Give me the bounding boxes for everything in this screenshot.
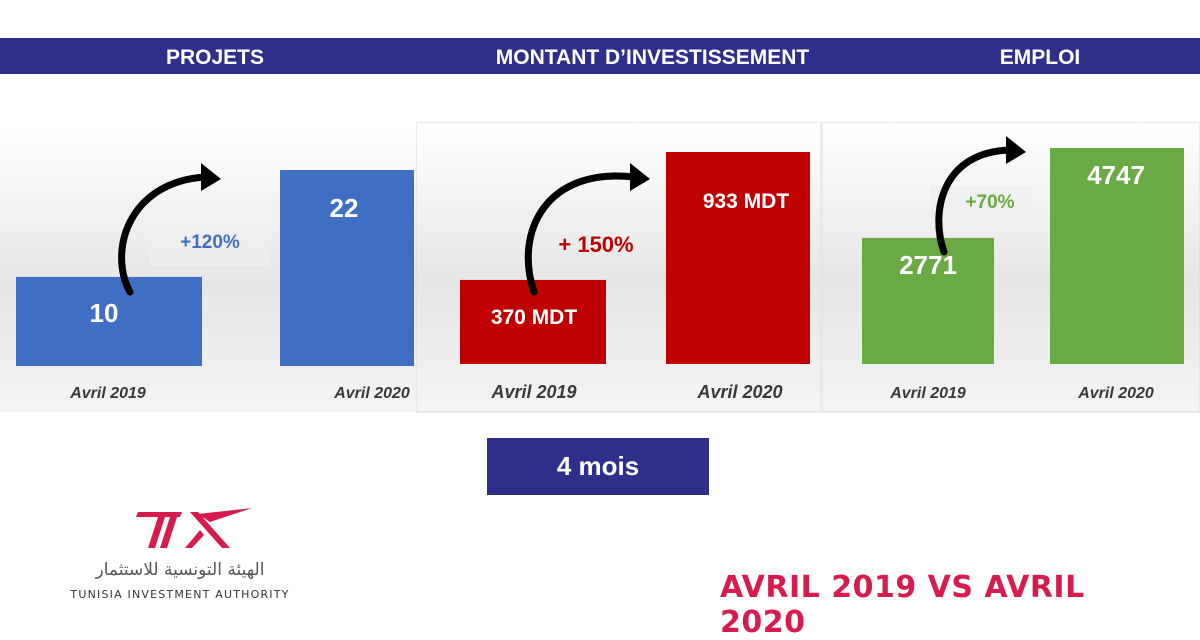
footer-title: AVRIL 2019 VS AVRIL 2020	[720, 570, 1085, 640]
value-label-0: 10	[90, 298, 119, 328]
value-label-0: 2771	[899, 250, 957, 280]
growth-arrow	[935, 146, 1014, 256]
header-emploi: EMPLOI	[999, 46, 1081, 69]
arrow-head	[630, 163, 650, 191]
value-label-1: 933 MDT	[703, 190, 790, 213]
bar-1	[280, 170, 414, 366]
category-label-1: Avril 2020	[1077, 385, 1154, 402]
category-label-1: Avril 2020	[333, 385, 410, 402]
category-label-0: Avril 2019	[889, 385, 966, 402]
value-label-1: 22	[330, 193, 359, 223]
value-label-0: 370 MDT	[491, 306, 578, 329]
bar-0	[16, 276, 202, 366]
growth-arrow	[118, 173, 209, 296]
logo-english-text: TUNISIA INVESTMENT AUTHORITY	[70, 588, 290, 601]
arrow-head	[201, 163, 221, 191]
category-label-0: Avril 2019	[490, 382, 576, 402]
chart-projets: 10 22 +120% Avril 2019 Avril 2020	[0, 128, 416, 412]
bar-1	[1050, 148, 1184, 364]
category-label-1: Avril 2020	[696, 382, 782, 402]
arrow-head	[1006, 136, 1026, 164]
change-label: + 150%	[558, 232, 633, 257]
chart-montant: 370 MDT 933 MDT + 150% Avril 2019 Avril 2020	[416, 122, 822, 413]
bar-1	[666, 152, 810, 364]
header-projets: PROJETS	[165, 46, 265, 69]
bar-0	[862, 237, 994, 364]
tia-logo-mark	[136, 508, 252, 548]
growth-arrow	[524, 172, 638, 296]
logo-arabic-text: الهيئة التونسية للاستثمار	[95, 560, 265, 580]
chart-emploi: 2771 4747 +70% Avril 2019 Avril 2020	[822, 122, 1200, 413]
change-label: +120%	[180, 232, 240, 253]
tia-logo: الهيئة التونسية للاستثمار TUNISIA INVEST…	[70, 500, 300, 610]
period-badge: 4 mois	[487, 438, 709, 495]
change-label: +70%	[965, 192, 1014, 213]
change-box	[150, 226, 270, 266]
category-label-0: Avril 2019	[69, 385, 146, 402]
header-band	[0, 38, 1200, 74]
value-label-1: 4747	[1087, 160, 1145, 190]
header-montant: MONTANT D’INVESTISSEMENT	[495, 46, 810, 69]
